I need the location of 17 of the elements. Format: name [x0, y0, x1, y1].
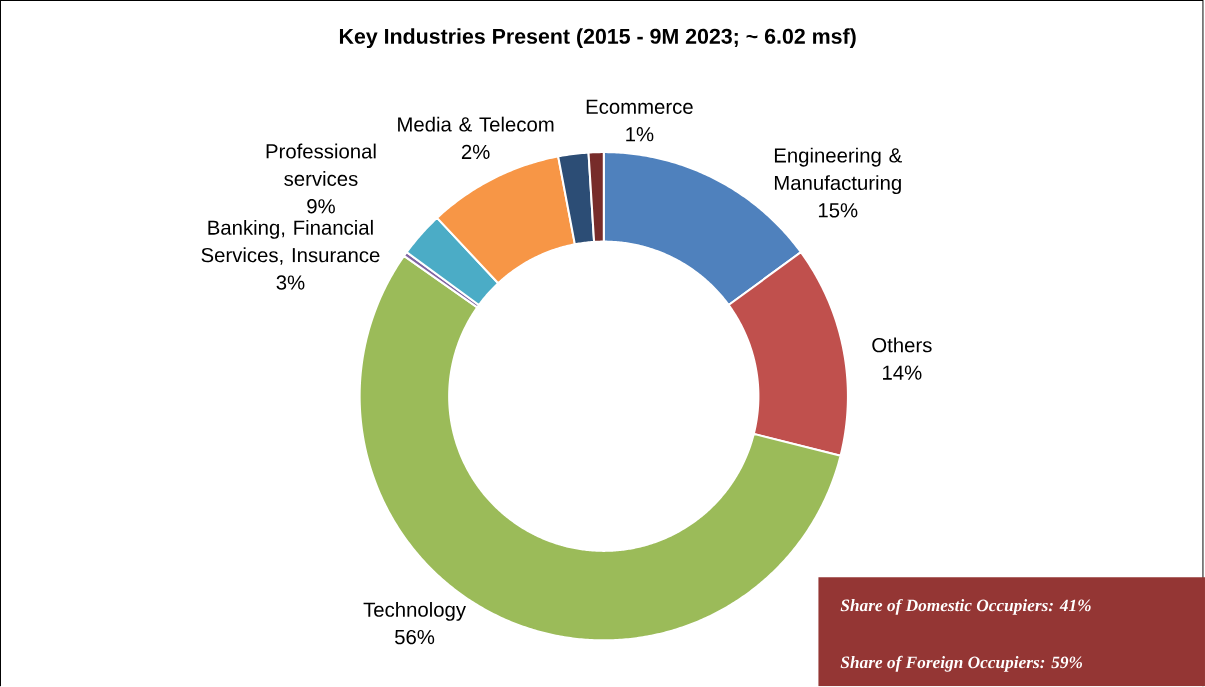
slice-label: Ecommerce: [586, 99, 693, 115]
slice-label: Technology: [363, 602, 466, 622]
slice-label: Media & Telecom: [398, 116, 554, 132]
data-label: 14%: [883, 365, 922, 380]
slice-label: Others: [872, 337, 932, 353]
slice-label: Engineering & Manufacturing: [774, 147, 902, 195]
data-label: 9%: [307, 199, 335, 214]
chart-title: Key Industries Present (2015 - 9M 2023; ~ 6.02 msf): [339, 28, 856, 49]
data-label: 2%: [461, 144, 490, 160]
data-label: 15%: [818, 203, 858, 218]
slice-label: Professional services: [266, 143, 376, 187]
data-label: 1%: [626, 127, 654, 142]
data-label: 56%: [395, 630, 435, 645]
data-label: 3%: [276, 275, 305, 290]
text: Share of Domestic Occupiers: 41%: [840, 599, 1091, 615]
text: Share of Foreign Occupiers: 59%: [840, 656, 1083, 672]
slice-label: Banking, Financial Services, Insurance: [201, 220, 380, 265]
